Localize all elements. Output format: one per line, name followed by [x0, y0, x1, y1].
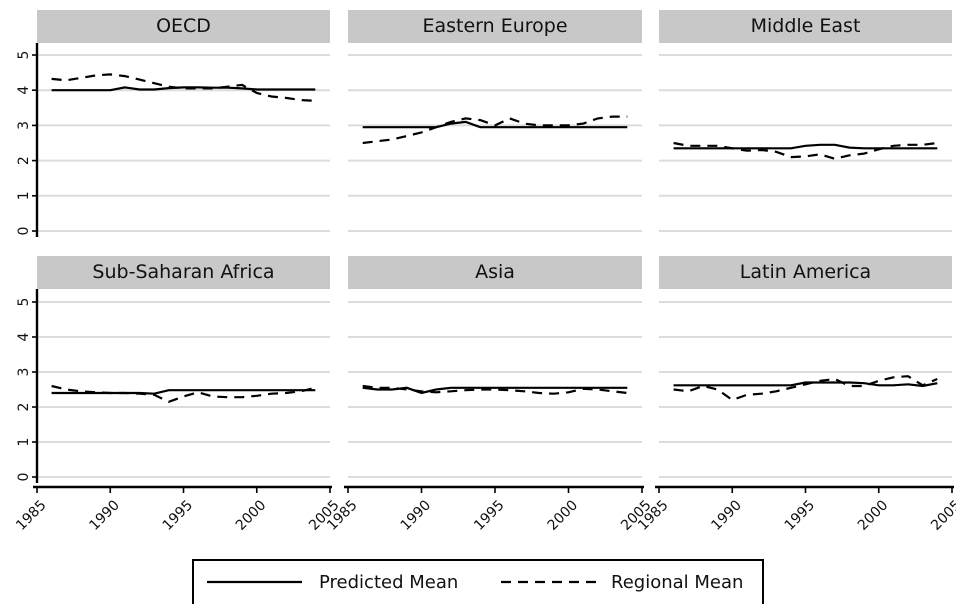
panel-title: Eastern Europe	[422, 15, 567, 37]
regional-mean-line	[51, 73, 316, 102]
regional-mean-line	[673, 141, 938, 160]
x-tick-label: 2000	[545, 497, 582, 534]
panel-title: Asia	[475, 261, 515, 283]
panel-sub-saharan-africa: Sub-Saharan Africa 0 1 2 3 4 5 1985 1990 1995 2000…	[13, 256, 343, 534]
panel-strip	[348, 10, 642, 43]
x-tick-label: 1990	[398, 497, 435, 534]
panel-strip	[659, 10, 952, 43]
panel-middle-east: Middle East	[659, 10, 952, 232]
x-tick-label: 1990	[708, 497, 745, 534]
panel-strip	[37, 256, 330, 289]
x-tick-label: 1995	[160, 497, 197, 534]
y-tick-label: 3	[16, 368, 32, 377]
y-tick-label: 1	[16, 191, 32, 200]
regional-mean-line	[673, 375, 938, 402]
y-tick-label: 4	[16, 86, 32, 95]
x-tick-label: 2000	[855, 497, 892, 534]
predicted-mean-line	[673, 143, 938, 150]
predicted-mean-line	[673, 381, 938, 388]
y-tick-label: 2	[16, 156, 32, 165]
panel-strip	[659, 256, 952, 289]
x-tick-label: 1995	[782, 497, 819, 534]
panel-title: Latin America	[740, 261, 871, 283]
y-tick-label: 5	[16, 51, 32, 60]
y-tick-label: 0	[16, 227, 32, 236]
y-tick-label: 5	[16, 298, 32, 307]
predicted-mean-line	[362, 120, 628, 129]
panel-oecd: OECD 0 1 2 3 4 5	[16, 10, 330, 237]
x-tick-label: 2005	[928, 497, 956, 534]
panel-title: OECD	[156, 15, 211, 37]
y-tick-label: 3	[16, 121, 32, 130]
legend: Predicted Mean Regional Mean	[192, 559, 764, 604]
y-tick-label: 1	[16, 438, 32, 447]
panel-title: Middle East	[751, 15, 861, 37]
legend-label-predicted: Predicted Mean	[319, 572, 458, 593]
legend-label-regional: Regional Mean	[611, 572, 743, 593]
x-tick-label: 1990	[86, 497, 123, 534]
x-tick-label: 1995	[471, 497, 508, 534]
panel-strip	[37, 10, 330, 43]
y-tick-label: 4	[16, 332, 32, 341]
panel-strip	[348, 256, 642, 289]
regional-mean-line	[362, 384, 628, 395]
regional-mean-line	[362, 115, 628, 145]
regional-mean-line	[51, 384, 316, 403]
x-tick-label: 2000	[233, 497, 270, 534]
predicted-mean-line	[51, 389, 316, 395]
y-tick-label: 2	[16, 403, 32, 412]
predicted-mean-line	[51, 86, 316, 92]
panel-title: Sub-Saharan Africa	[92, 261, 274, 283]
chart-panels: OECD 0 1 2 3 4 5 Eastern Europe Middle East Sub-S…	[13, 10, 956, 534]
x-tick-label: 1985	[13, 497, 50, 534]
y-tick-label: 0	[16, 473, 32, 482]
panel-eastern-europe: Eastern Europe	[348, 10, 642, 232]
